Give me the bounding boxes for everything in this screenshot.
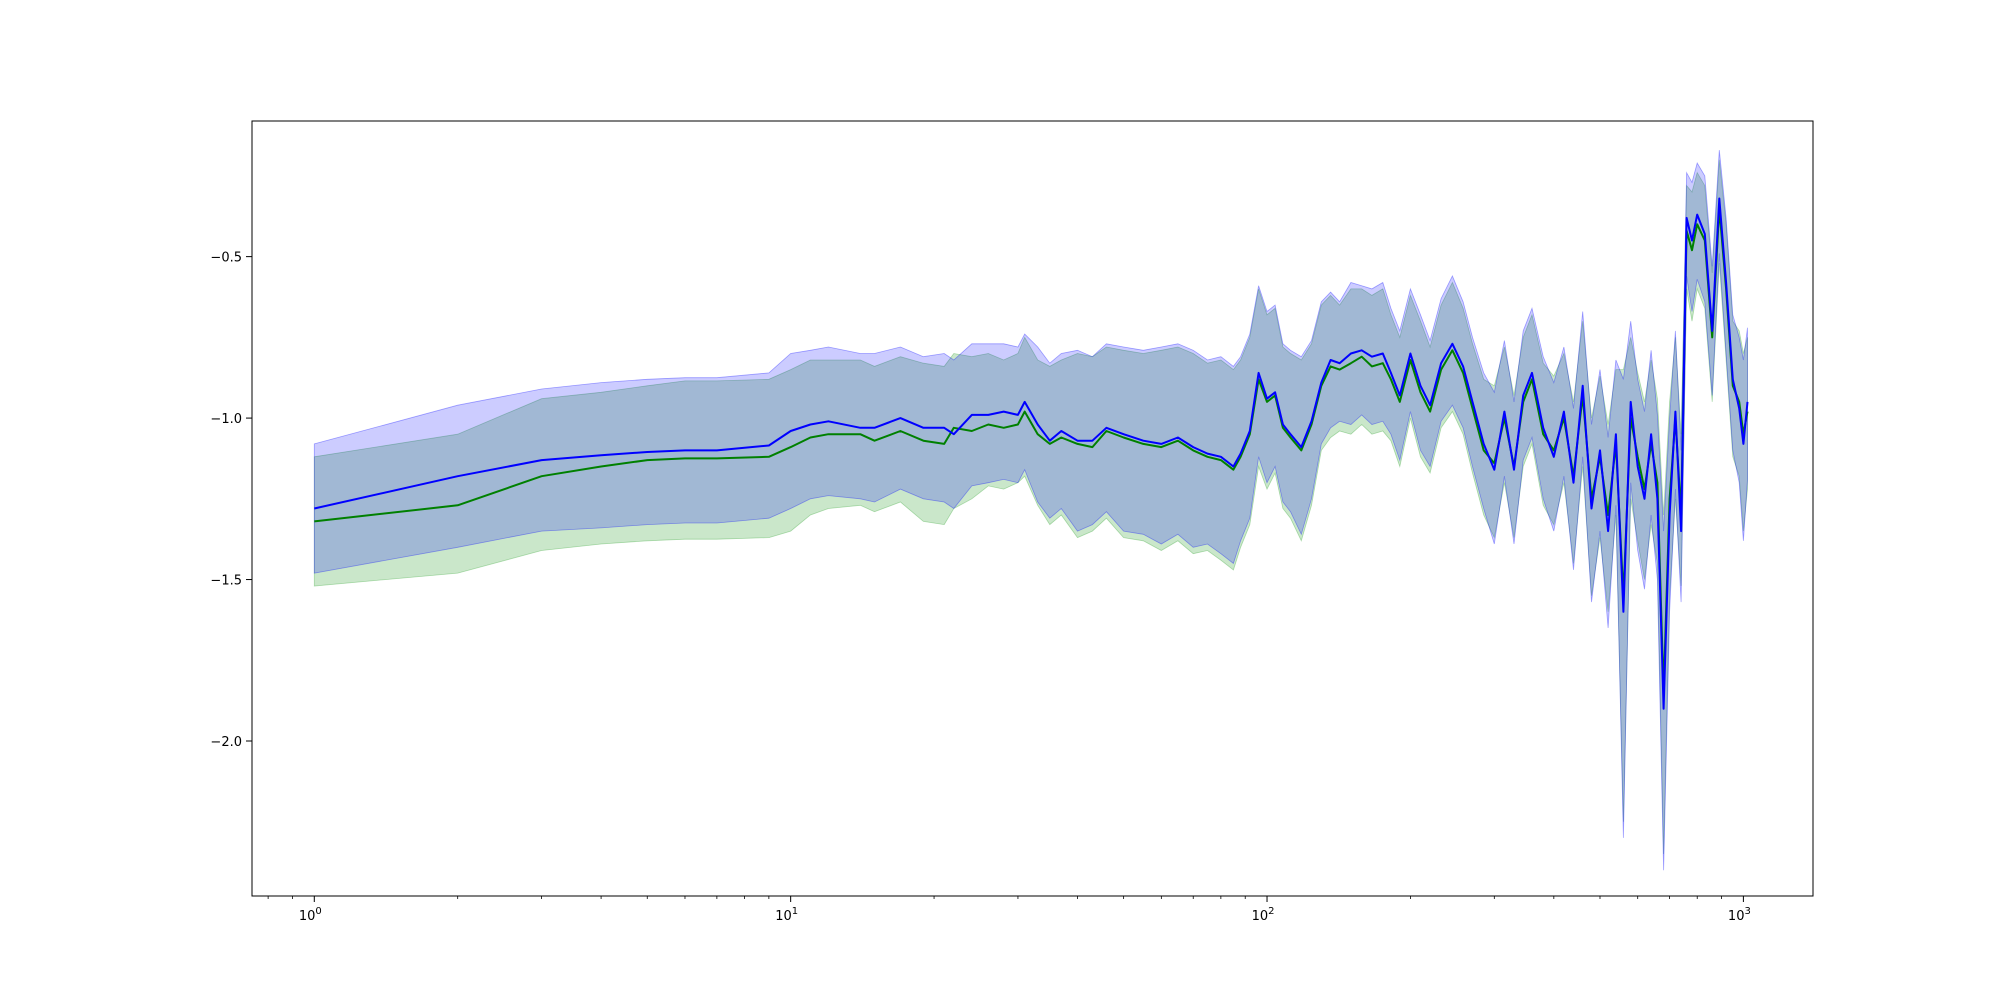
y-tick-label-3: −2.0 [210, 735, 242, 750]
series-lines [314, 197, 1749, 710]
x-tick-label-2: 102 [1252, 906, 1275, 924]
confidence-bands [313, 150, 1748, 871]
y-tick-label-0: −0.5 [210, 251, 242, 266]
plot-frame [251, 120, 1814, 897]
x-axis: 100 101 102 103 [267, 896, 1751, 924]
y-axis: −0.5 −1.0 −1.5 −2.0 [210, 251, 252, 750]
series-0-band [313, 159, 1748, 855]
x-tick-label-1: 101 [775, 906, 798, 924]
y-tick-label-2: −1.5 [210, 574, 242, 589]
series-1-band [313, 150, 1748, 871]
x-tick-label-0: 100 [299, 906, 322, 924]
y-tick-label-1: −1.0 [210, 412, 242, 427]
x-tick-label-3: 103 [1728, 906, 1751, 924]
series-1-line [314, 197, 1749, 710]
